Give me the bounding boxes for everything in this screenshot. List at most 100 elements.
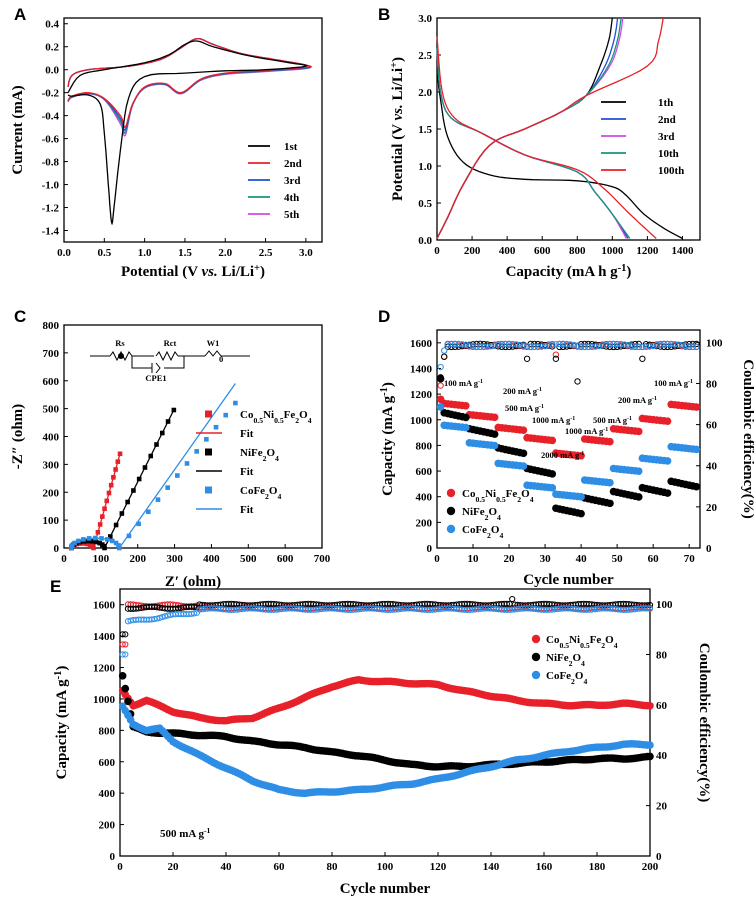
nickel-ferrite-rate-capacity-point (577, 509, 585, 518)
cobalt-ferrite-rate-capacity-point (634, 467, 643, 475)
panel-letter: A (14, 5, 26, 24)
panel-b: B 0 200 400 600 800 1000 1200 1400 0.0 0.5 1.0 1.5 2.… (378, 5, 701, 280)
co-ni-ferrite-eis-point (97, 522, 103, 527)
w0-label: 0 (219, 354, 223, 364)
circuit-node (118, 353, 124, 359)
x-tick-label: 1400 (671, 245, 694, 257)
cobalt-ferrite-rate-capacity-point (577, 493, 585, 501)
nickel-ferrite-eis-point (97, 540, 102, 546)
co-ni-ferrite-eis-point (104, 498, 110, 504)
x-tick-label: 120 (430, 861, 447, 873)
y-tick-label: 200 (43, 487, 60, 499)
co-ni-ferrite-eis-point (106, 490, 112, 496)
x-tick-label: 600 (534, 245, 551, 257)
x-tick-label: 200 (129, 553, 146, 565)
circuit-wire (131, 355, 205, 369)
y-tick-label: -0.6 (42, 134, 60, 146)
plot-frame (119, 588, 651, 857)
x-tick-label: 500 (240, 553, 257, 565)
x-tick-label: 0.0 (57, 247, 71, 259)
cobalt-ferrite-cycling-ce-point (119, 651, 126, 658)
cobalt-ferrite-rate-ce-point (617, 340, 624, 348)
nickel-ferrite-rate-ce-point (574, 378, 581, 385)
x-tick-label: 0 (61, 553, 67, 565)
x-tick-label: 0 (117, 861, 123, 873)
cobalt-ferrite-rate-ce-point (444, 341, 452, 348)
y-tick-label: 0 (54, 543, 60, 555)
nickel-ferrite-eis (69, 407, 177, 551)
cobalt-ferrite-eis-point (69, 545, 74, 551)
gcd-1th-line (436, 17, 683, 240)
cv-cycle-4-line (67, 38, 312, 135)
cobalt-ferrite-eis-point (136, 521, 141, 527)
cobalt-ferrite-rate-ce-point (534, 343, 542, 351)
cobalt-ferrite-rate-ce-point (523, 343, 531, 350)
y-tick-label: 3.0 (418, 13, 432, 25)
y-tick-label: 800 (43, 320, 60, 332)
co-ni-ferrite-eis-point (108, 482, 114, 488)
co-ni-ferrite-cycling-capacity-point (646, 701, 654, 710)
cobalt-ferrite-cycling-capacity (118, 702, 654, 798)
y2-tick-label: 0 (706, 543, 712, 555)
y-tick-label: 1400 (93, 631, 116, 643)
gcd-100th-line (436, 17, 664, 239)
cobalt-ferrite-rate-ce-point (646, 343, 653, 350)
rs-label: Rs (115, 338, 125, 348)
cobalt-ferrite-rate-ce-point (441, 347, 448, 354)
co-ni-ferrite-rate-capacity-point (519, 426, 528, 434)
nickel-ferrite-cycling-ce-point (191, 603, 198, 611)
cobalt-ferrite-rate-ce-point (671, 340, 678, 348)
cobalt-ferrite-rate-ce-point (657, 341, 664, 348)
rate-label: 100 mA g-1 (654, 378, 693, 388)
co-ni-ferrite-eis-point (102, 506, 107, 512)
cobalt-ferrite-rate-ce-point (545, 342, 552, 349)
y-axis-title: Current (mA) (10, 85, 26, 174)
x-tick-label: 300 (166, 553, 183, 565)
x-tick-label: 100 (377, 861, 394, 873)
co-ni-ferrite-eis-point (91, 545, 96, 551)
cobalt-ferrite-rate-ce-point (469, 342, 477, 350)
x-axis-title: Cycle number (523, 572, 614, 588)
y2-axis-title: Coulombic efficiency(%) (740, 359, 754, 519)
cobalt-ferrite-rate-ce-point (693, 343, 700, 351)
x-tick-label: 50 (612, 553, 624, 565)
legend-label: Fit (240, 466, 254, 478)
legend-label: 2nd (658, 114, 676, 126)
nickel-ferrite-cycling-capacity-point (646, 752, 654, 761)
x-tick-label: 20 (504, 553, 516, 565)
legend-label: NiFe2O4 (240, 447, 279, 463)
cobalt-ferrite-eis-point (213, 424, 219, 430)
cobalt-ferrite-eis-point (155, 497, 161, 502)
legend-label: Co0.5Ni0.5Fe2O4 (462, 488, 534, 504)
panel-letter: D (378, 307, 390, 326)
y2-tick-label: 0 (656, 851, 662, 863)
x-tick-label: 70 (684, 553, 696, 565)
cobalt-ferrite-rate-ce-point (513, 341, 520, 348)
rate-label: 2000 mA g-1 (541, 450, 584, 460)
cobalt-ferrite-rate-ce-point (495, 341, 502, 349)
co-ni-ferrite-cycling-ce-point (119, 641, 126, 648)
x-axis-title: Z′ (ohm) (165, 574, 221, 590)
cobalt-ferrite-rate-capacity-point (490, 441, 499, 450)
cobalt-ferrite-rate-ce-point (491, 342, 498, 349)
cobalt-ferrite-cycling-ce-point (159, 613, 166, 621)
cobalt-ferrite-rate-ce-point (689, 343, 696, 351)
co-ni-ferrite-rate-ce-point (437, 382, 444, 389)
nickel-ferrite-eis-point (85, 538, 91, 544)
legend-swatch (205, 410, 212, 418)
nickel-ferrite-eis-fit-line (70, 409, 175, 551)
legend-label: 1th (658, 97, 673, 109)
y-tick-label: 0.0 (418, 235, 432, 247)
legend-label: 3rd (658, 131, 675, 143)
nickel-ferrite-rate-ce-point (639, 355, 646, 362)
co-ni-ferrite-rate-capacity-point (462, 401, 470, 410)
y-tick-label: 1200 (410, 389, 433, 401)
y-tick-label: 200 (416, 517, 433, 529)
legend-label: 100th (658, 165, 684, 177)
nickel-ferrite-cycling-capacity-point (124, 697, 132, 706)
nickel-ferrite-rate-capacity-point (606, 499, 614, 508)
legend-label: 4th (284, 192, 299, 204)
nickel-ferrite-eis-point (136, 476, 142, 482)
y-tick-label: 700 (43, 348, 60, 360)
co-ni-ferrite-rate-capacity-point (663, 417, 672, 425)
